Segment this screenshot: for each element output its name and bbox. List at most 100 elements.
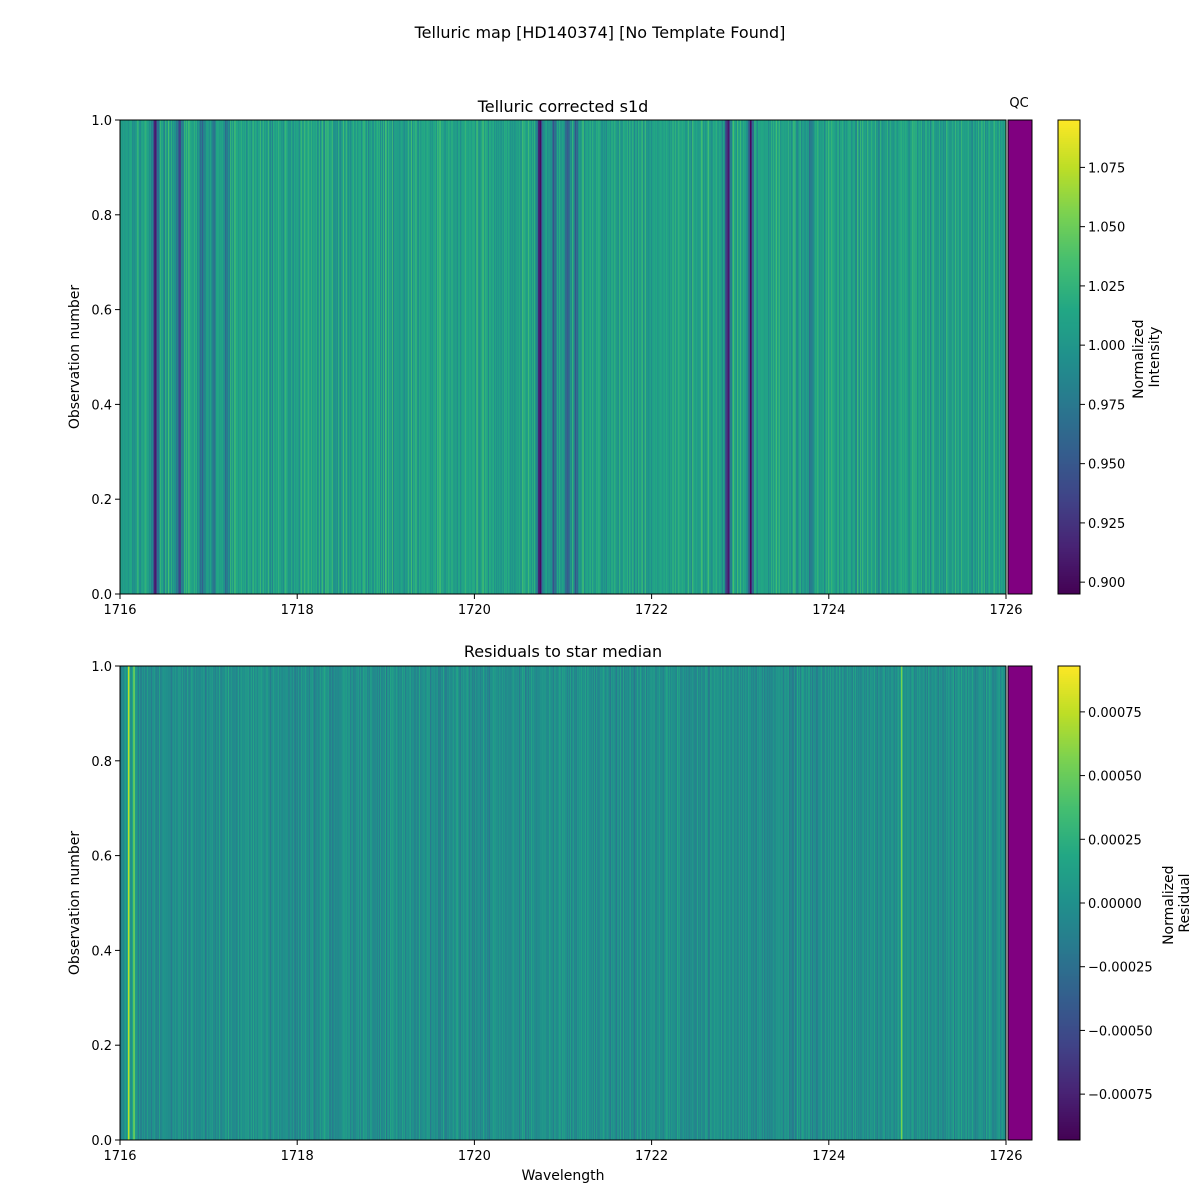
y-tick-label: 0.0 [91, 1134, 112, 1149]
heatmap-stripe [922, 666, 924, 1140]
heatmap-stripe [810, 120, 812, 594]
heatmap-stripe [966, 120, 968, 594]
heatmap-stripe [629, 666, 631, 1140]
heatmap-stripe [346, 120, 348, 594]
heatmap-stripe [579, 120, 581, 594]
heatmap-stripe [367, 666, 369, 1140]
heatmap-stripe [418, 120, 420, 594]
heatmap-stripe [598, 666, 600, 1140]
heatmap-stripe [827, 120, 829, 594]
heatmap-stripe [262, 120, 264, 594]
heatmap-stripe [915, 666, 917, 1140]
x-tick-label: 1718 [281, 603, 314, 618]
heatmap-stripe [488, 120, 490, 594]
colorbar-cell [1058, 1048, 1080, 1051]
heatmap-stripe [641, 666, 643, 1140]
heatmap-stripe [675, 666, 677, 1140]
heatmap-stripe [469, 666, 471, 1140]
heatmap-stripe [391, 120, 393, 594]
heatmap-stripe [345, 666, 347, 1140]
heatmap-stripe [599, 120, 601, 594]
heatmap-stripe [346, 666, 348, 1140]
colorbar-cell [1058, 276, 1080, 279]
heatmap-stripe [620, 120, 622, 594]
heatmap-stripe [291, 666, 293, 1140]
heatmap-stripe [768, 666, 770, 1140]
colorbar-cell [1058, 588, 1080, 591]
colorbar-cell [1058, 732, 1080, 735]
heatmap-stripe [246, 666, 248, 1140]
colorbar-cell [1058, 1058, 1080, 1061]
heatmap-stripe [355, 120, 357, 594]
heatmap-stripe [224, 666, 226, 1140]
heatmap-stripe [218, 666, 220, 1140]
heatmap-stripe [299, 120, 301, 594]
heatmap-stripe [778, 120, 780, 594]
heatmap-stripe [195, 666, 197, 1140]
x-tick-label: 1726 [989, 603, 1022, 618]
heatmap-stripe [406, 666, 408, 1140]
heatmap-stripe [341, 120, 343, 594]
heatmap-stripe [359, 666, 361, 1140]
heatmap-stripe [527, 666, 529, 1140]
heatmap-stripe [748, 120, 750, 594]
colorbar-cell [1058, 966, 1080, 969]
colorbar-cell [1058, 458, 1080, 461]
colorbar-cell [1058, 340, 1080, 343]
heatmap-stripe [549, 666, 551, 1140]
colorbar-cell [1058, 510, 1080, 513]
colorbar-cell [1058, 300, 1080, 303]
heatmap-stripe [506, 120, 508, 594]
heatmap-stripe [420, 120, 422, 594]
heatmap-stripe [196, 120, 198, 594]
colorbar-cell [1058, 1072, 1080, 1075]
heatmap-stripe [578, 120, 580, 594]
heatmap-stripe [813, 120, 815, 594]
heatmap-stripe [892, 120, 894, 594]
heatmap-stripe [612, 666, 614, 1140]
heatmap-stripe [653, 120, 655, 594]
colorbar-cell [1058, 196, 1080, 199]
heatmap-stripe [730, 120, 732, 594]
heatmap-stripe [281, 666, 283, 1140]
heatmap-stripe [412, 666, 414, 1140]
heatmap-stripe [134, 666, 136, 1140]
heatmap-stripe [361, 120, 363, 594]
heatmap-stripe [999, 666, 1001, 1140]
heatmap-stripe [655, 666, 657, 1140]
heatmap-stripe [258, 666, 260, 1140]
heatmap-stripe [756, 120, 758, 594]
heatmap-stripe [840, 120, 842, 594]
colorbar-cell [1058, 494, 1080, 497]
heatmap-stripe [865, 120, 867, 594]
heatmap-stripe [758, 120, 760, 594]
heatmap-stripe [526, 666, 528, 1140]
heatmap-stripe [498, 666, 500, 1140]
heatmap-stripe [162, 120, 164, 594]
heatmap-stripe [621, 666, 623, 1140]
heatmap-stripe [539, 666, 541, 1140]
y-tick-label: 0.6 [91, 850, 112, 865]
heatmap-stripe [848, 666, 850, 1140]
heatmap-stripe [415, 666, 417, 1140]
heatmap-stripe [577, 666, 579, 1140]
heatmap-stripe [822, 120, 824, 594]
heatmap-stripe [204, 120, 206, 594]
heatmap-stripe [653, 666, 655, 1140]
heatmap-stripe [271, 666, 273, 1140]
heatmap-stripe [751, 120, 753, 594]
heatmap-stripe [567, 666, 569, 1140]
colorbar-cell [1058, 576, 1080, 579]
colorbar-cell [1058, 870, 1080, 873]
heatmap-stripe [334, 666, 336, 1140]
heatmap-stripe [715, 666, 717, 1140]
heatmap-stripe [788, 120, 790, 594]
heatmap-stripe [763, 120, 765, 594]
colorbar-cell [1058, 814, 1080, 817]
heatmap-stripe [174, 666, 176, 1140]
heatmap-stripe [221, 120, 223, 594]
heatmap-stripe [372, 666, 374, 1140]
heatmap-stripe [785, 120, 787, 594]
colorbar-cell [1058, 150, 1080, 153]
heatmap-stripe [603, 120, 605, 594]
